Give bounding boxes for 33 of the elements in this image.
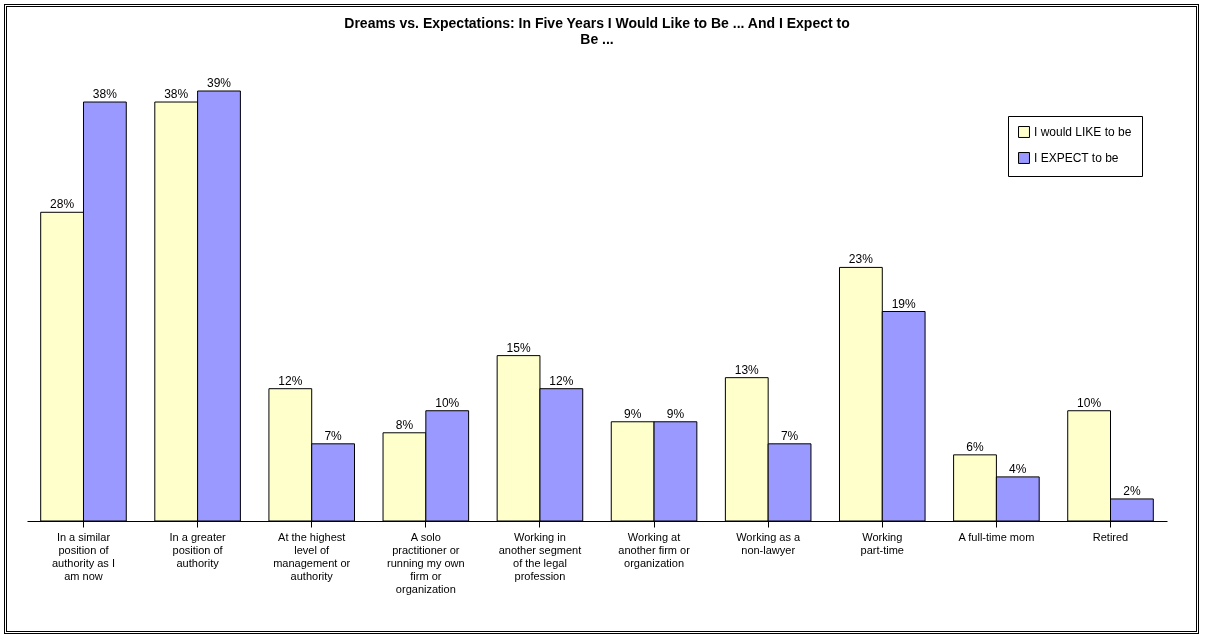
- data-label: 23%: [848, 252, 874, 267]
- data-label: 4%: [1009, 461, 1027, 476]
- legend-label: I would LIKE to be: [1034, 125, 1132, 139]
- x-tick-label: In a greater position of authority: [169, 530, 227, 569]
- data-label: 15%: [506, 340, 531, 355]
- x-tick-label: Retired: [1092, 530, 1129, 543]
- data-label: 7%: [324, 428, 343, 443]
- data-label: 2%: [1123, 483, 1141, 498]
- x-tick-label: Working as a non-lawyer: [736, 530, 802, 556]
- legend-label: I EXPECT to be: [1034, 151, 1119, 165]
- data-label: 10%: [1077, 395, 1102, 410]
- data-label: 39%: [206, 76, 232, 90]
- data-label: 38%: [92, 87, 118, 102]
- x-tick-label: Working at another firm or organization: [618, 530, 691, 569]
- data-label: 28%: [50, 197, 75, 212]
- data-label: 6%: [966, 439, 984, 454]
- data-label: 38%: [164, 87, 189, 102]
- chart-title: Dreams vs. Expectations: In Five Years I Would Like to Be ... And I Expect to Be ...: [344, 15, 850, 47]
- data-label: 7%: [780, 428, 799, 443]
- x-tick-label: A full-time mom: [958, 530, 1035, 543]
- x-tick-label: A solo practitioner or running my own firm or organization: [387, 530, 465, 595]
- x-tick-label: In a similar position of authority as I am now: [51, 530, 115, 582]
- data-label: 19%: [891, 296, 917, 311]
- data-label: 9%: [666, 406, 685, 421]
- data-label: 12%: [549, 373, 574, 388]
- data-label: 8%: [395, 417, 414, 432]
- x-tick-label: Working in another segment of the legal profession: [498, 530, 582, 582]
- data-label: 10%: [435, 395, 460, 410]
- x-tick-label: At the highest level of management or authority: [273, 530, 351, 582]
- data-label: 9%: [623, 406, 642, 421]
- data-label: 13%: [734, 362, 760, 377]
- data-label: 12%: [278, 373, 303, 388]
- x-tick-label: Working part-time: [860, 530, 904, 556]
